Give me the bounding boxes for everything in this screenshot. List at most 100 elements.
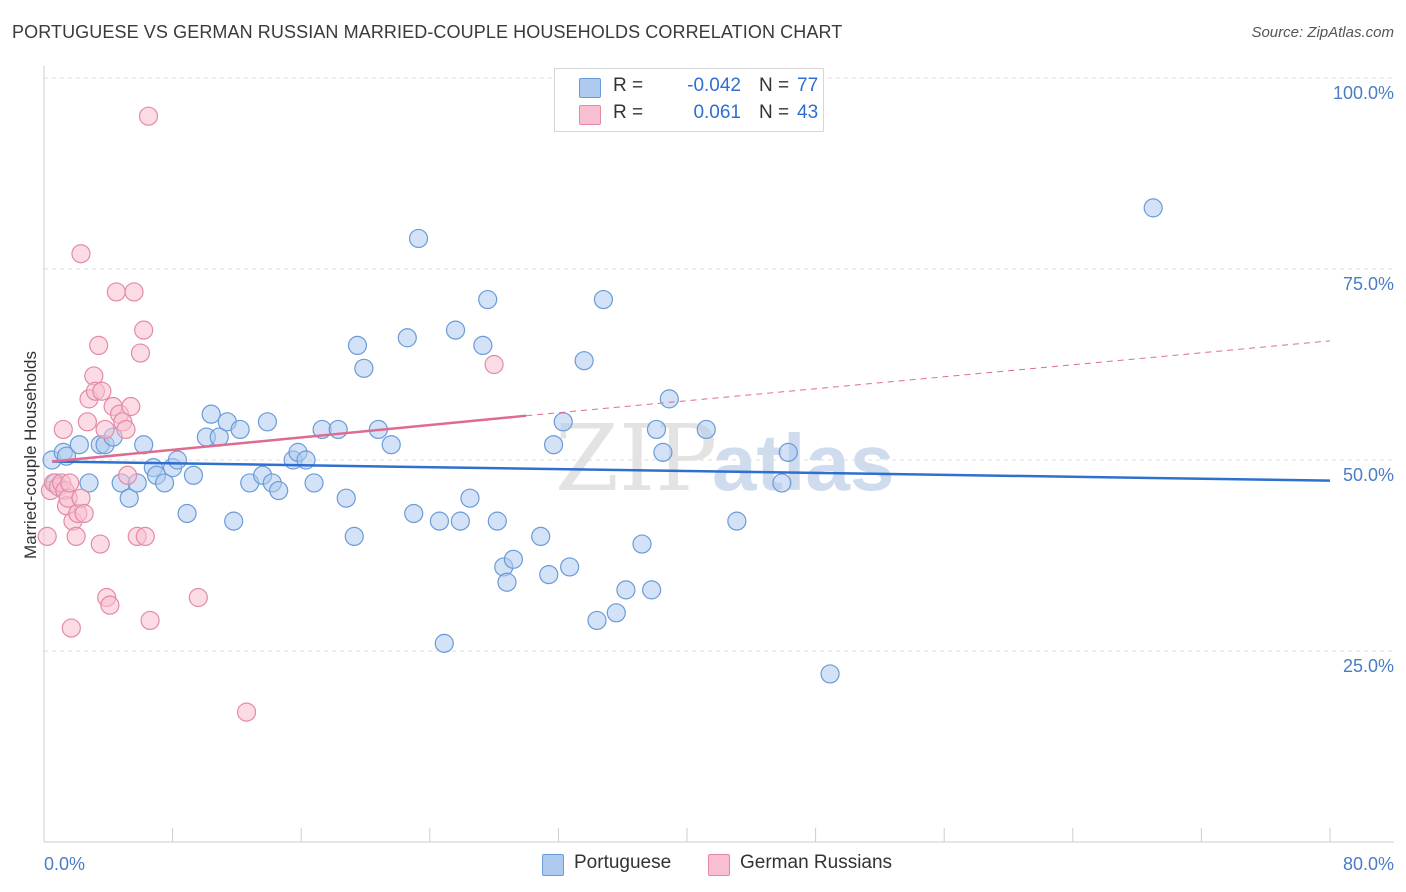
point-portuguese-21	[201, 404, 221, 424]
point-portuguese-64	[593, 289, 614, 310]
point-portuguese-43	[397, 328, 417, 348]
point-portuguese-59	[543, 435, 564, 455]
point-portuguese-45	[408, 228, 429, 249]
y-axis-title: Married-couple Households	[21, 351, 40, 559]
legend-swatch-pink	[579, 105, 601, 125]
point-portuguese-74	[772, 473, 792, 493]
point-german-russians-38	[138, 106, 159, 126]
legend-r-value: 0.061	[693, 102, 741, 123]
y-tick-label-2: 50.0%	[1343, 465, 1394, 485]
point-portuguese-19	[183, 465, 204, 485]
point-german-russians-20	[89, 335, 109, 355]
point-portuguese-58	[539, 564, 559, 585]
point-german-russians-41	[188, 587, 208, 608]
trend-line-german-russians-extension	[526, 340, 1331, 417]
point-german-russians-32	[121, 396, 141, 417]
point-german-russians-9	[60, 473, 80, 493]
point-portuguese-72	[696, 419, 716, 440]
point-portuguese-37	[336, 488, 356, 508]
point-german-russians-37	[135, 526, 155, 547]
point-portuguese-71	[659, 389, 679, 409]
bottom-legend-swatch-blue	[542, 854, 564, 876]
trend-line-portuguese	[52, 460, 1331, 482]
y-tick-label-1: 75.0%	[1343, 274, 1394, 294]
point-portuguese-18	[177, 503, 197, 524]
trend-line-german-russians	[51, 414, 527, 463]
point-portuguese-75	[778, 442, 798, 462]
legend-n-value: 77	[797, 75, 819, 96]
point-portuguese-25	[230, 419, 250, 440]
x-tick-labels: 0.0% 80.0%	[44, 854, 1394, 874]
point-portuguese-4	[69, 435, 89, 455]
point-german-russians-30	[116, 419, 136, 440]
point-german-russians-27	[106, 282, 126, 302]
y-tick-label-3: 25.0%	[1343, 656, 1394, 676]
correlation-legend: R = -0.042 N = 77 R = 0.061 N = 43	[554, 68, 824, 132]
x-tick-label-0: 0.0%	[44, 854, 85, 874]
point-portuguese-63	[587, 610, 607, 631]
point-portuguese-40	[354, 358, 374, 378]
point-portuguese-15	[154, 473, 175, 493]
point-german-russians-5	[53, 419, 73, 440]
legend-swatch-blue	[579, 78, 601, 98]
legend-r-label: R =	[613, 102, 644, 123]
point-portuguese-76	[820, 664, 840, 684]
point-portuguese-57	[531, 526, 551, 547]
watermark-atlas: atlas	[712, 418, 894, 507]
point-german-russians-40	[71, 244, 91, 264]
grid-lines	[44, 77, 1394, 652]
point-portuguese-60	[553, 412, 573, 432]
point-portuguese-55	[497, 572, 517, 592]
legend-r-value: -0.042	[687, 75, 741, 96]
point-portuguese-48	[445, 320, 466, 340]
point-german-russians-21	[90, 534, 110, 554]
point-portuguese-30	[269, 480, 289, 501]
point-portuguese-46	[429, 511, 450, 531]
point-portuguese-34	[304, 473, 324, 493]
point-portuguese-53	[487, 511, 507, 531]
series-german-russians	[37, 106, 504, 722]
point-portuguese-44	[404, 503, 424, 524]
point-portuguese-77	[1143, 198, 1163, 218]
point-german-russians-42	[236, 702, 257, 722]
point-portuguese-69	[646, 419, 667, 440]
point-german-russians-36	[134, 320, 154, 340]
x-tick-label-1: 80.0%	[1343, 854, 1394, 874]
point-portuguese-5	[79, 473, 99, 493]
point-german-russians-31	[117, 465, 138, 485]
point-portuguese-24	[224, 511, 244, 531]
trend-lines	[51, 340, 1331, 482]
chart-title: PORTUGUESE VS GERMAN RUSSIAN MARRIED-COU…	[12, 22, 843, 42]
point-portuguese-65	[606, 603, 626, 623]
point-portuguese-67	[632, 534, 652, 554]
point-portuguese-52	[478, 289, 498, 310]
point-german-russians-43	[484, 354, 504, 375]
point-german-russians-16	[77, 412, 98, 432]
legend-r-label: R =	[613, 75, 644, 96]
bottom-legend-swatch-pink	[708, 854, 730, 876]
point-portuguese-68	[642, 580, 662, 600]
point-portuguese-10	[119, 488, 139, 508]
bottom-legend-label: German Russians	[740, 852, 893, 873]
point-portuguese-73	[727, 511, 747, 531]
point-portuguese-28	[257, 412, 278, 432]
point-portuguese-17	[167, 450, 188, 470]
point-german-russians-15	[74, 503, 94, 524]
point-portuguese-56	[503, 549, 523, 569]
point-portuguese-42	[381, 435, 401, 455]
point-portuguese-47	[434, 633, 454, 653]
axes	[43, 66, 1394, 843]
point-german-russians-22	[92, 381, 112, 401]
point-portuguese-39	[347, 335, 368, 355]
point-portuguese-49	[450, 511, 470, 531]
source-label: Source: ZipAtlas.com	[1251, 24, 1394, 41]
zipatlas-watermark: ZIP atlas	[555, 405, 894, 512]
point-portuguese-62	[574, 351, 594, 371]
point-german-russians-12	[66, 526, 86, 547]
point-portuguese-61	[560, 557, 580, 577]
point-german-russians-25	[100, 595, 120, 615]
watermark-zip: ZIP	[555, 405, 717, 512]
legend-n-value: 43	[797, 102, 819, 123]
point-german-russians-10	[61, 618, 81, 638]
